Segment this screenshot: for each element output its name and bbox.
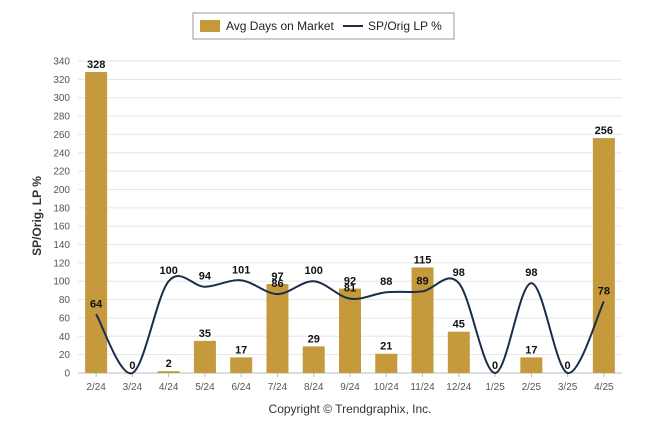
- legend-label-line: SP/Orig LP %: [368, 19, 442, 33]
- data-labels: 328 2 35 17 97 29 92 21 115 45 17 256 64 0 100 94 101 86 1…: [87, 59, 613, 372]
- line-path: [95, 275, 605, 375]
- line-data-label: 100: [305, 265, 323, 277]
- x-tick-label: 2/25: [522, 382, 542, 393]
- legend-box: [192, 12, 455, 40]
- y-tick-label: 280: [53, 112, 70, 123]
- bar-data-label: 17: [235, 344, 247, 356]
- bar: [520, 357, 543, 373]
- bar-series: [85, 72, 615, 373]
- x-tick-label: 4/25: [594, 382, 614, 393]
- line-data-label: 0: [129, 360, 135, 372]
- bar-data-label: 256: [595, 125, 613, 137]
- x-tick-label: 7/24: [268, 382, 288, 393]
- copyright-credit: Copyright © Trendgraphix, Inc.: [269, 402, 432, 416]
- bar: [592, 138, 615, 373]
- bar-data-label: 21: [380, 341, 392, 353]
- x-axis: 2/24 3/24 4/24 5/24 6/24 7/24 8/24 9/24 10/24 11/…: [86, 373, 614, 393]
- y-tick-label: 120: [53, 258, 70, 269]
- y-axis: 0204060801001201401601802002202402602803…: [53, 57, 622, 380]
- y-tick-label: 300: [53, 93, 70, 104]
- line-data-label: 78: [598, 285, 610, 297]
- y-tick-label: 320: [53, 75, 70, 86]
- y-tick-label: 60: [59, 313, 71, 324]
- x-tick-label: 3/25: [558, 382, 578, 393]
- x-tick-label: 12/24: [446, 382, 471, 393]
- bar: [447, 331, 470, 373]
- y-tick-label: 20: [59, 350, 71, 361]
- y-tick-label: 220: [53, 167, 70, 178]
- bar: [266, 283, 289, 373]
- bar: [157, 371, 180, 373]
- y-tick-label: 180: [53, 203, 70, 214]
- x-tick-label: 5/24: [195, 382, 215, 393]
- y-tick-label: 100: [53, 277, 70, 288]
- y-axis-title: SP/Orig. LP %: [30, 176, 44, 256]
- y-tick-label: 240: [53, 148, 70, 159]
- line-data-label: 86: [271, 278, 283, 290]
- line-data-label: 0: [492, 360, 498, 372]
- bar: [85, 72, 108, 373]
- bar: [302, 346, 325, 373]
- x-tick-label: 11/24: [410, 382, 435, 393]
- y-tick-label: 40: [59, 332, 71, 343]
- bar-data-label: 2: [166, 358, 172, 370]
- x-tick-label: 8/24: [304, 382, 324, 393]
- line-data-label: 98: [453, 267, 465, 279]
- y-tick-label: 200: [53, 185, 70, 196]
- bar-data-label: 92: [344, 276, 356, 288]
- line-data-label: 100: [159, 265, 177, 277]
- bar-data-label: 328: [87, 59, 105, 71]
- bar: [339, 288, 361, 373]
- bar-data-label: 29: [308, 333, 320, 345]
- legend: Avg Days on Market SP/Orig LP %: [192, 12, 455, 40]
- bar-data-label: 45: [453, 319, 465, 331]
- bar-data-label: 115: [414, 254, 432, 266]
- bar: [375, 353, 398, 373]
- x-tick-label: 2/24: [86, 382, 106, 393]
- y-tick-label: 340: [53, 57, 70, 68]
- x-tick-label: 1/25: [485, 382, 505, 393]
- y-tick-label: 260: [53, 130, 70, 141]
- bar: [411, 267, 434, 373]
- line-data-label: 89: [416, 275, 428, 287]
- bar-data-label: 17: [525, 344, 537, 356]
- x-tick-label: 10/24: [374, 382, 399, 393]
- line-data-label: 64: [90, 298, 103, 310]
- y-tick-label: 140: [53, 240, 70, 251]
- y-tick-label: 160: [53, 222, 70, 233]
- bar-data-label: 97: [271, 271, 283, 283]
- x-tick-label: 6/24: [231, 382, 251, 393]
- y-tick-label: 0: [64, 369, 70, 380]
- bar: [230, 357, 253, 373]
- bar-data-label: 35: [199, 328, 211, 340]
- line-data-label: 94: [199, 271, 212, 283]
- x-tick-label: 4/24: [159, 382, 179, 393]
- line-data-label: 98: [525, 267, 537, 279]
- legend-swatch-bar: [200, 20, 220, 32]
- y-tick-label: 80: [59, 295, 71, 306]
- bar: [193, 340, 216, 373]
- legend-label-bar: Avg Days on Market: [226, 19, 334, 33]
- line-data-label: 81: [344, 283, 356, 295]
- line-series: [95, 275, 605, 375]
- x-tick-label: 9/24: [340, 382, 360, 393]
- line-data-label: 101: [232, 264, 250, 276]
- line-data-label: 88: [380, 276, 392, 288]
- x-tick-label: 3/24: [123, 382, 143, 393]
- line-data-label: 0: [565, 360, 571, 372]
